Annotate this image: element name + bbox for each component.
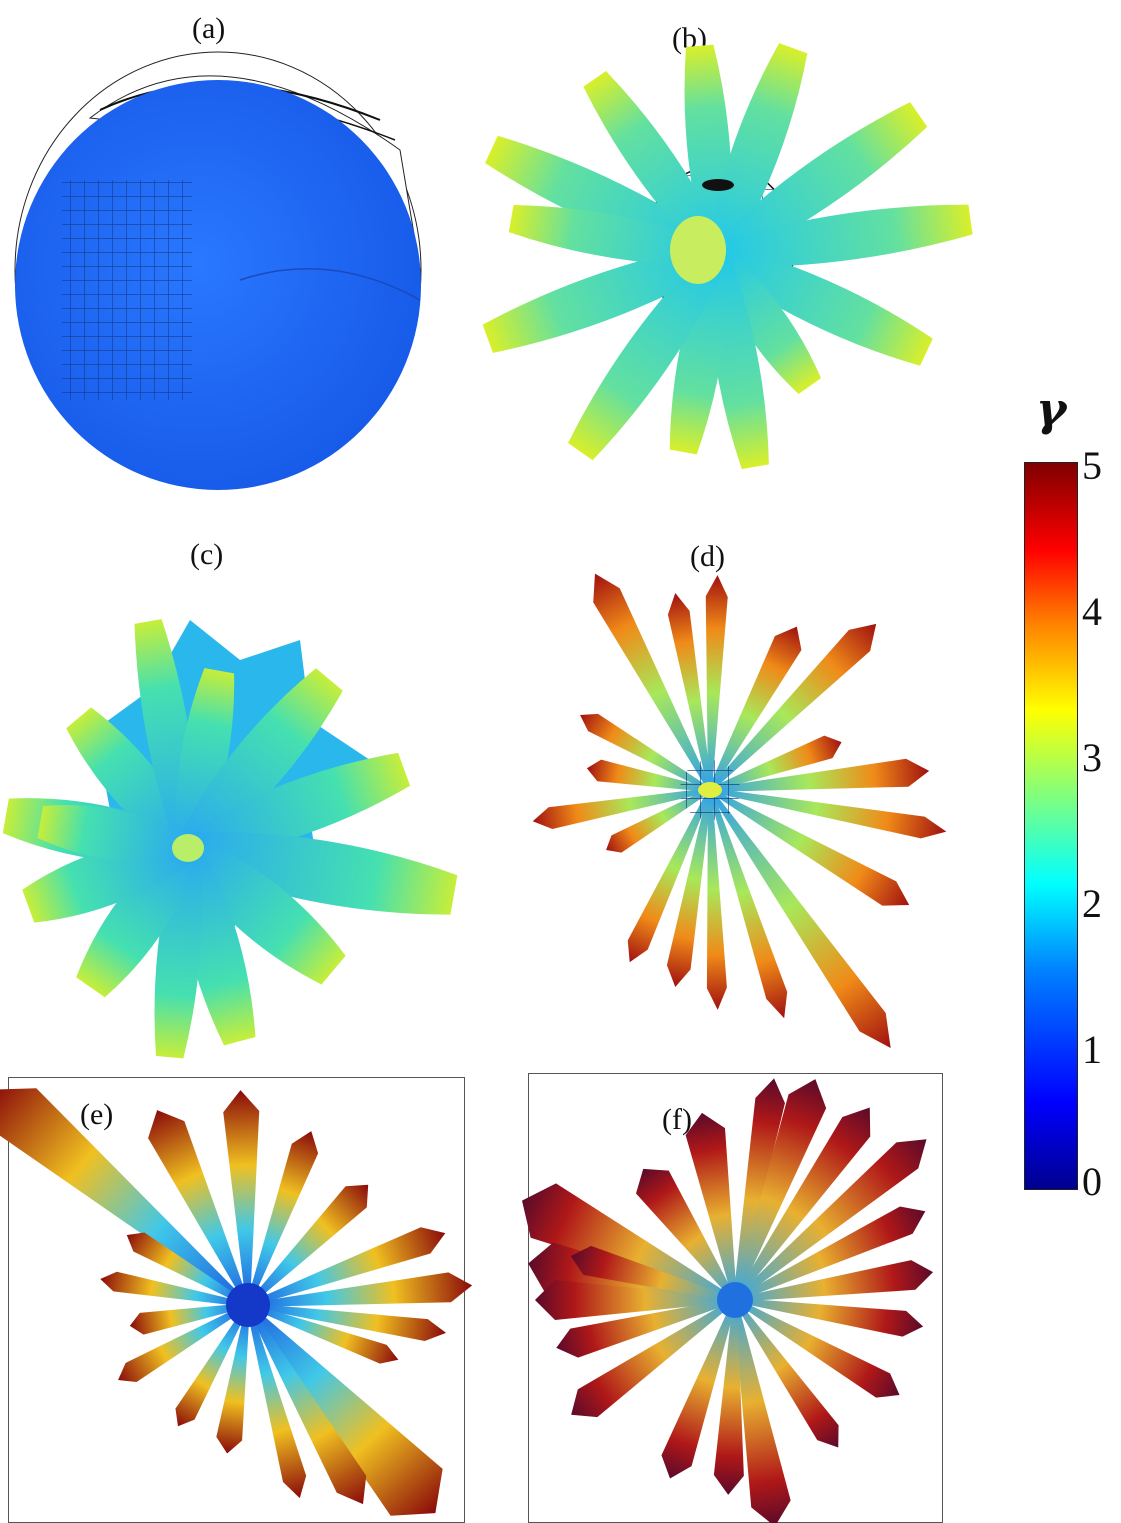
spike [733, 1107, 871, 1302]
panel-c-petals [2, 619, 458, 1059]
spike [733, 1079, 827, 1301]
spike [734, 1206, 926, 1302]
petal [76, 839, 200, 998]
panel-label-d: (d) [690, 540, 725, 573]
spike [627, 789, 712, 963]
spike [734, 1298, 900, 1398]
petal [66, 707, 198, 857]
spike [708, 623, 877, 792]
spike [0, 1088, 250, 1307]
spike [734, 1298, 924, 1337]
panel-b-petals [482, 43, 973, 470]
colorbar [1024, 462, 1078, 1190]
spike [556, 1298, 736, 1358]
petal [508, 204, 720, 266]
petal [185, 831, 458, 915]
spike [246, 1304, 367, 1505]
petal [37, 805, 191, 863]
panel-e-core [226, 1283, 270, 1327]
spike [708, 788, 891, 1049]
panel-f-core [717, 1282, 753, 1318]
spike [216, 1304, 250, 1454]
petal [706, 43, 808, 260]
petal [178, 836, 346, 985]
spike [246, 1131, 319, 1306]
panel-label-f: (f) [662, 1103, 692, 1136]
spike [709, 788, 947, 839]
petal [583, 70, 728, 262]
spike [636, 1168, 737, 1302]
petal [482, 243, 723, 353]
spike [733, 1299, 791, 1523]
petal [669, 253, 729, 455]
colorbar-tick: 2 [1082, 881, 1102, 926]
panel-b-core [670, 179, 734, 284]
spike [247, 1272, 473, 1307]
spike [593, 573, 712, 791]
spike [246, 1304, 307, 1499]
spike [246, 1303, 443, 1516]
spike [586, 759, 711, 792]
colorbar-tick: 3 [1082, 735, 1102, 780]
spike [709, 788, 910, 906]
spike [223, 1090, 260, 1306]
panel-d-spikes [532, 573, 947, 1049]
spike [666, 789, 712, 987]
panel-a-sphere [14, 51, 422, 490]
spike [709, 758, 930, 792]
spike [532, 788, 711, 829]
spike [246, 1184, 369, 1307]
panel-e-spikes [0, 1088, 473, 1516]
spike [733, 1298, 839, 1448]
petal [177, 668, 343, 857]
spike [247, 1227, 446, 1307]
spike [706, 789, 727, 1010]
panel-label-c: (c) [190, 538, 224, 571]
petal [716, 204, 973, 268]
colorbar-tick: 0 [1082, 1159, 1102, 1204]
spike [570, 1245, 736, 1302]
spike [535, 1280, 735, 1320]
spike [734, 1260, 934, 1302]
colorbar-tick: 4 [1082, 589, 1102, 634]
spike [175, 1304, 250, 1427]
petal [175, 668, 235, 851]
spike [247, 1303, 447, 1341]
panel-c-core [172, 834, 204, 862]
spike [713, 1299, 744, 1495]
spike [667, 593, 712, 791]
colorbar-tick: 5 [1082, 443, 1102, 488]
colorbar-tick: 1 [1082, 1027, 1102, 1072]
spike [571, 1298, 737, 1418]
spike [708, 626, 802, 791]
spike [148, 1110, 250, 1306]
spike [100, 1271, 249, 1307]
spike [126, 1232, 249, 1307]
petal [711, 102, 928, 265]
panel-f-spikes [522, 1078, 934, 1523]
spike [661, 1299, 737, 1479]
spike [709, 735, 842, 792]
panel-label-e: (e) [80, 1098, 114, 1131]
spike [118, 1303, 249, 1383]
petal [712, 244, 933, 366]
spike [522, 1183, 736, 1302]
spike [247, 1303, 399, 1364]
colorbar-symbol: γ [1036, 382, 1067, 436]
petal [568, 248, 728, 461]
panel-d-core [680, 760, 740, 820]
spike [580, 713, 711, 792]
panel-label-a: (a) [192, 12, 226, 45]
spike [685, 1112, 737, 1301]
spike [129, 1303, 249, 1335]
spike [705, 575, 728, 791]
spike [733, 1139, 927, 1302]
spike [733, 1078, 785, 1301]
spike [708, 789, 788, 1019]
